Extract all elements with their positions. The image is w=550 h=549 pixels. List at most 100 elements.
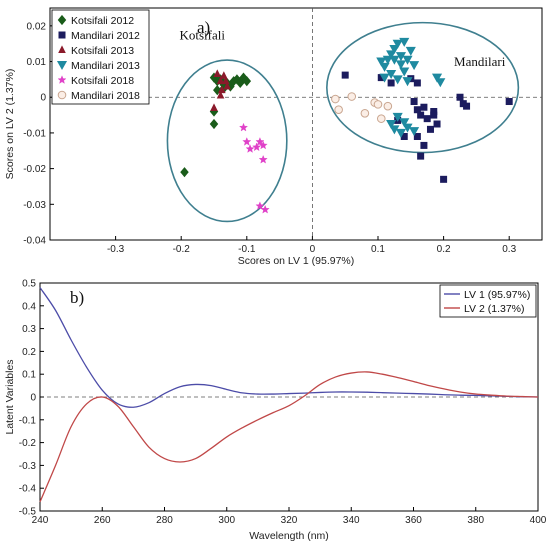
panel-label-b: b): [70, 288, 84, 307]
line-lv1: [39, 287, 539, 408]
point-mandilari-2013: [402, 77, 413, 87]
group-labels: Kotsifali Mandilari: [179, 27, 505, 68]
point-kotsifali-2013: [216, 90, 225, 99]
loading-plot-ylabel: Latent Variables: [4, 359, 16, 434]
x-tick-label: 260: [94, 515, 111, 526]
y-tick-label: 0.3: [22, 324, 36, 335]
score-plot: -0.3 -0.2 -0.1 0 0.1 0.2 0.3 0.02 0.01 0 -0.01 -0.0…: [4, 7, 543, 267]
point-mandilari-2018: [331, 94, 340, 104]
point-kotsifali-2013: [213, 69, 222, 78]
y-tick-label: 0.02: [27, 21, 47, 32]
loading-plot: 240 260 280 300 320 340 360 380 400 0.5 0.4 0.3 0.2 0…: [4, 279, 547, 543]
point-mandilari-2012: [430, 111, 438, 119]
point-mandilari-2018: [383, 101, 393, 111]
point-mandilari-2013: [402, 55, 413, 65]
point-mandilari-2013: [386, 50, 397, 60]
legend-marker: [57, 14, 67, 26]
point-mandilari-2012: [413, 132, 421, 140]
point-mandilari-2012: [433, 120, 441, 128]
ellipse-kotsifali: [166, 59, 288, 223]
x-tick-label: -0.3: [107, 244, 125, 255]
point-mandilari-2018: [334, 105, 343, 115]
y-tick-label: 0: [40, 93, 46, 104]
point-kotsifali-2018: [258, 154, 268, 164]
point-mandilari-2012: [413, 79, 421, 87]
ellipse-mandilari: [326, 21, 520, 154]
legend-marker: [57, 75, 67, 84]
point-kotsifali-2012: [242, 76, 252, 87]
point-kotsifali-2018: [258, 140, 268, 150]
point-mandilari-2013: [379, 62, 390, 72]
point-mandilari-2013: [395, 128, 407, 138]
point-mandilari-2012: [423, 115, 431, 123]
legend-marker: [58, 31, 66, 39]
legend-marker: [57, 90, 67, 100]
point-kotsifali-2018: [252, 142, 262, 152]
point-mandilari-2013: [399, 118, 410, 128]
x-tick-label: 380: [467, 515, 484, 526]
point-kotsifali-2013: [223, 81, 231, 90]
point-mandilari-2013: [389, 125, 400, 135]
x-tick-label: 360: [405, 515, 422, 526]
score-plot-xlabel: Scores on LV 1 (95.97%): [238, 255, 355, 267]
legend-label: Mandilari 2018: [71, 90, 140, 102]
y-tick-label: 0: [30, 393, 36, 404]
x-tick-label: 300: [218, 515, 235, 526]
point-mandilari-2013: [405, 46, 416, 56]
score-points: [180, 37, 513, 214]
point-mandilari-2013: [389, 45, 400, 55]
point-mandilari-2013: [382, 55, 393, 65]
point-mandilari-2012: [440, 175, 448, 183]
confidence-ellipses: [166, 21, 520, 223]
point-mandilari-2013: [386, 120, 397, 130]
y-tick-label: -0.02: [23, 164, 46, 175]
x-tick-label: 0: [310, 244, 316, 255]
point-kotsifali-2013: [218, 85, 226, 94]
x-tick-label: -0.1: [238, 244, 256, 255]
score-plot-ticks: -0.3 -0.2 -0.1 0 0.1 0.2 0.3 0.02 0.01 0 -0.01 -0.0…: [23, 21, 516, 255]
legend-label: Mandilari 2012: [71, 30, 140, 42]
loading-plot-legend: LV 1 (95.97%) LV 2 (1.37%): [439, 284, 537, 318]
legend-label: Kotsifali 2012: [71, 15, 134, 27]
point-mandilari-2018: [376, 114, 386, 123]
loading-lines: [39, 287, 539, 503]
legend-box: [439, 284, 537, 318]
y-tick-label: -0.5: [19, 507, 37, 518]
point-kotsifali-2012: [209, 118, 219, 130]
point-mandilari-2012: [387, 79, 395, 87]
point-kotsifali-2013: [220, 71, 228, 79]
point-mandilari-2012: [410, 98, 418, 106]
x-tick-label: -0.2: [173, 244, 191, 255]
panel-label-a: a): [197, 18, 210, 37]
point-mandilari-2013: [392, 75, 403, 85]
x-tick-label: 340: [343, 515, 360, 526]
legend-label: Kotsifali 2018: [71, 75, 134, 87]
y-tick-label: -0.1: [19, 415, 37, 426]
point-mandilari-2012: [417, 111, 425, 119]
x-tick-label: 280: [156, 515, 173, 526]
x-tick-label: 400: [530, 515, 547, 526]
point-mandilari-2012: [463, 102, 471, 110]
y-tick-label: 0.01: [27, 57, 47, 68]
point-kotsifali-2018: [242, 137, 252, 146]
point-mandilari-2013: [431, 73, 443, 83]
point-mandilari-2012: [426, 125, 434, 133]
zero-lines: [50, 8, 542, 240]
point-mandilari-2012: [417, 152, 425, 160]
point-kotsifali-2013: [221, 76, 230, 85]
point-mandilari-2013: [399, 67, 410, 77]
x-tick-label: 0.2: [437, 244, 451, 255]
group-label: Mandilari: [454, 54, 506, 69]
point-mandilari-2013: [395, 60, 407, 70]
score-plot-legend: Kotsifali 2012 Mandilari 2012 Kotsifali 20…: [51, 9, 150, 105]
point-mandilari-2012: [420, 141, 428, 149]
y-tick-label: -0.04: [23, 236, 46, 247]
point-mandilari-2013: [399, 37, 410, 47]
point-mandilari-2012: [341, 71, 349, 79]
y-tick-label: 0.2: [22, 347, 36, 358]
y-tick-label: -0.2: [19, 438, 37, 449]
point-mandilari-2018: [373, 100, 383, 109]
point-kotsifali-2018: [255, 137, 265, 146]
legend-label: Kotsifali 2013: [71, 45, 134, 57]
x-tick-label: 0.1: [371, 244, 385, 255]
